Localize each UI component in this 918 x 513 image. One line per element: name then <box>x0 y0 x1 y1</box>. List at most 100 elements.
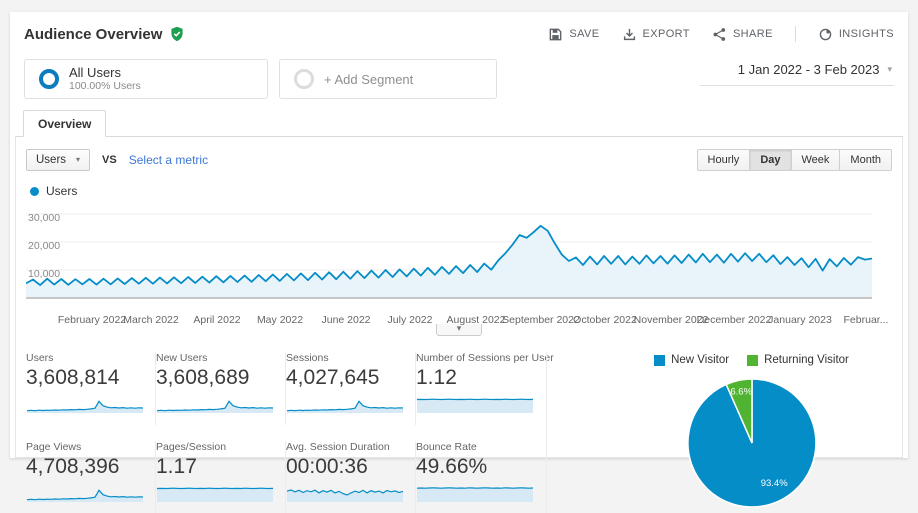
x-axis-tick: March 2022 <box>123 314 178 326</box>
metric-value: 4,027,645 <box>286 365 409 390</box>
x-axis-tick: April 2022 <box>193 314 240 326</box>
actions-divider <box>795 26 796 42</box>
users-legend-dot-icon <box>30 187 39 196</box>
granularity-week-button[interactable]: Week <box>791 149 841 171</box>
metric-sparkline <box>156 393 274 414</box>
metric-value: 3,608,814 <box>26 365 149 390</box>
insights-button[interactable]: INSIGHTS <box>818 27 894 42</box>
insights-label: INSIGHTS <box>839 28 894 40</box>
export-button[interactable]: EXPORT <box>622 27 690 42</box>
metric-value: 1.12 <box>416 365 540 390</box>
chart-legend: Users <box>30 184 892 198</box>
save-label: SAVE <box>569 28 599 40</box>
segment-sublabel: 100.00% Users <box>69 80 141 93</box>
share-label: SHARE <box>733 28 773 40</box>
granularity-day-button[interactable]: Day <box>749 149 791 171</box>
share-button[interactable]: SHARE <box>712 27 773 42</box>
shield-check-icon <box>169 26 185 42</box>
share-icon <box>712 27 727 42</box>
users-line-plot <box>26 210 872 302</box>
save-button[interactable]: SAVE <box>548 27 599 42</box>
add-segment-label: + Add Segment <box>324 72 413 87</box>
vs-label: VS <box>102 154 117 166</box>
date-range-label: 1 Jan 2022 - 3 Feb 2023 <box>738 62 880 77</box>
x-axis-tick: October 2022 <box>573 314 637 326</box>
legend-label: New Visitor <box>671 354 729 366</box>
metric-label: Number of Sessions per User <box>416 352 540 364</box>
select-metric-link[interactable]: Select a metric <box>129 153 208 167</box>
metric-sparkline <box>26 482 144 503</box>
metric-label: New Users <box>156 352 279 364</box>
x-axis-tick: September 2022 <box>502 314 580 326</box>
metric-sparkline <box>416 482 534 503</box>
insights-icon <box>818 27 833 42</box>
audience-overview-card: Audience Overview SAVE EXPORT <box>10 12 908 458</box>
metric-dropdown-value: Users <box>36 154 66 166</box>
metric-label: Users <box>26 352 149 364</box>
metric-label: Sessions <box>286 352 409 364</box>
y-axis-tick: 20,000 <box>28 240 60 252</box>
x-axis-tick: January 2023 <box>768 314 832 326</box>
metric-value: 00:00:36 <box>286 454 409 479</box>
header-actions: SAVE EXPORT SHARE <box>548 26 894 42</box>
visitor-type-section: New Visitor Returning Visitor 93.4% 6.6% <box>546 352 892 513</box>
legend-item-new-visitor: New Visitor <box>654 354 729 366</box>
page-title: Audience Overview <box>24 26 162 43</box>
x-axis-tick: December 2022 <box>697 314 772 326</box>
pie-slice-label: 6.6% <box>730 387 752 398</box>
metric-value: 4,708,396 <box>26 454 149 479</box>
metric-value: 3,608,689 <box>156 365 279 390</box>
segment-label: All Users <box>69 65 141 80</box>
metric-value: 1.17 <box>156 454 279 479</box>
export-icon <box>622 27 637 42</box>
metric-label: Pages/Session <box>156 441 279 453</box>
add-segment-circle-icon <box>294 69 314 89</box>
chevron-down-icon: ▾ <box>76 156 80 164</box>
granularity-hourly-button[interactable]: Hourly <box>697 149 751 171</box>
y-axis-tick: 30,000 <box>28 212 60 224</box>
x-axis-tick: July 2022 <box>388 314 433 326</box>
granularity-month-button[interactable]: Month <box>839 149 892 171</box>
segment-row: All Users 100.00% Users + Add Segment 1 … <box>10 59 908 101</box>
legend-label: Returning Visitor <box>764 354 849 366</box>
legend-swatch-icon <box>654 355 665 366</box>
metric-label: Avg. Session Duration <box>286 441 409 453</box>
metric-sparkline <box>156 482 274 503</box>
metric-dropdown[interactable]: Users ▾ <box>26 149 90 171</box>
date-range-selector[interactable]: 1 Jan 2022 - 3 Feb 2023 ▾ <box>700 59 894 86</box>
x-axis-tick: February 2022 <box>58 314 126 326</box>
add-segment-button[interactable]: + Add Segment <box>279 59 497 99</box>
legend-swatch-icon <box>747 355 758 366</box>
segment-all-users[interactable]: All Users 100.00% Users <box>24 59 268 99</box>
x-axis-tick: May 2022 <box>257 314 303 326</box>
chevron-down-icon: ▾ <box>887 65 892 74</box>
y-axis-tick: 10,000 <box>28 268 60 280</box>
metric-sparkline <box>286 393 404 414</box>
metric-sparkline <box>286 482 404 503</box>
pie-legend: New Visitor Returning Visitor <box>611 354 892 366</box>
metric-sparkline <box>26 393 144 414</box>
tab-bar: Overview <box>15 110 903 137</box>
users-legend-label: Users <box>46 184 77 198</box>
legend-item-returning-visitor: Returning Visitor <box>747 354 849 366</box>
x-axis-tick: June 2022 <box>321 314 370 326</box>
tab-overview[interactable]: Overview <box>23 110 106 137</box>
metric-label: Bounce Rate <box>416 441 540 453</box>
report-header: Audience Overview SAVE EXPORT <box>10 22 908 46</box>
visitor-type-pie-chart: 93.4% 6.6% <box>682 373 822 513</box>
pie-slice-label: 93.4% <box>760 478 787 489</box>
metric-label: Page Views <box>26 441 149 453</box>
